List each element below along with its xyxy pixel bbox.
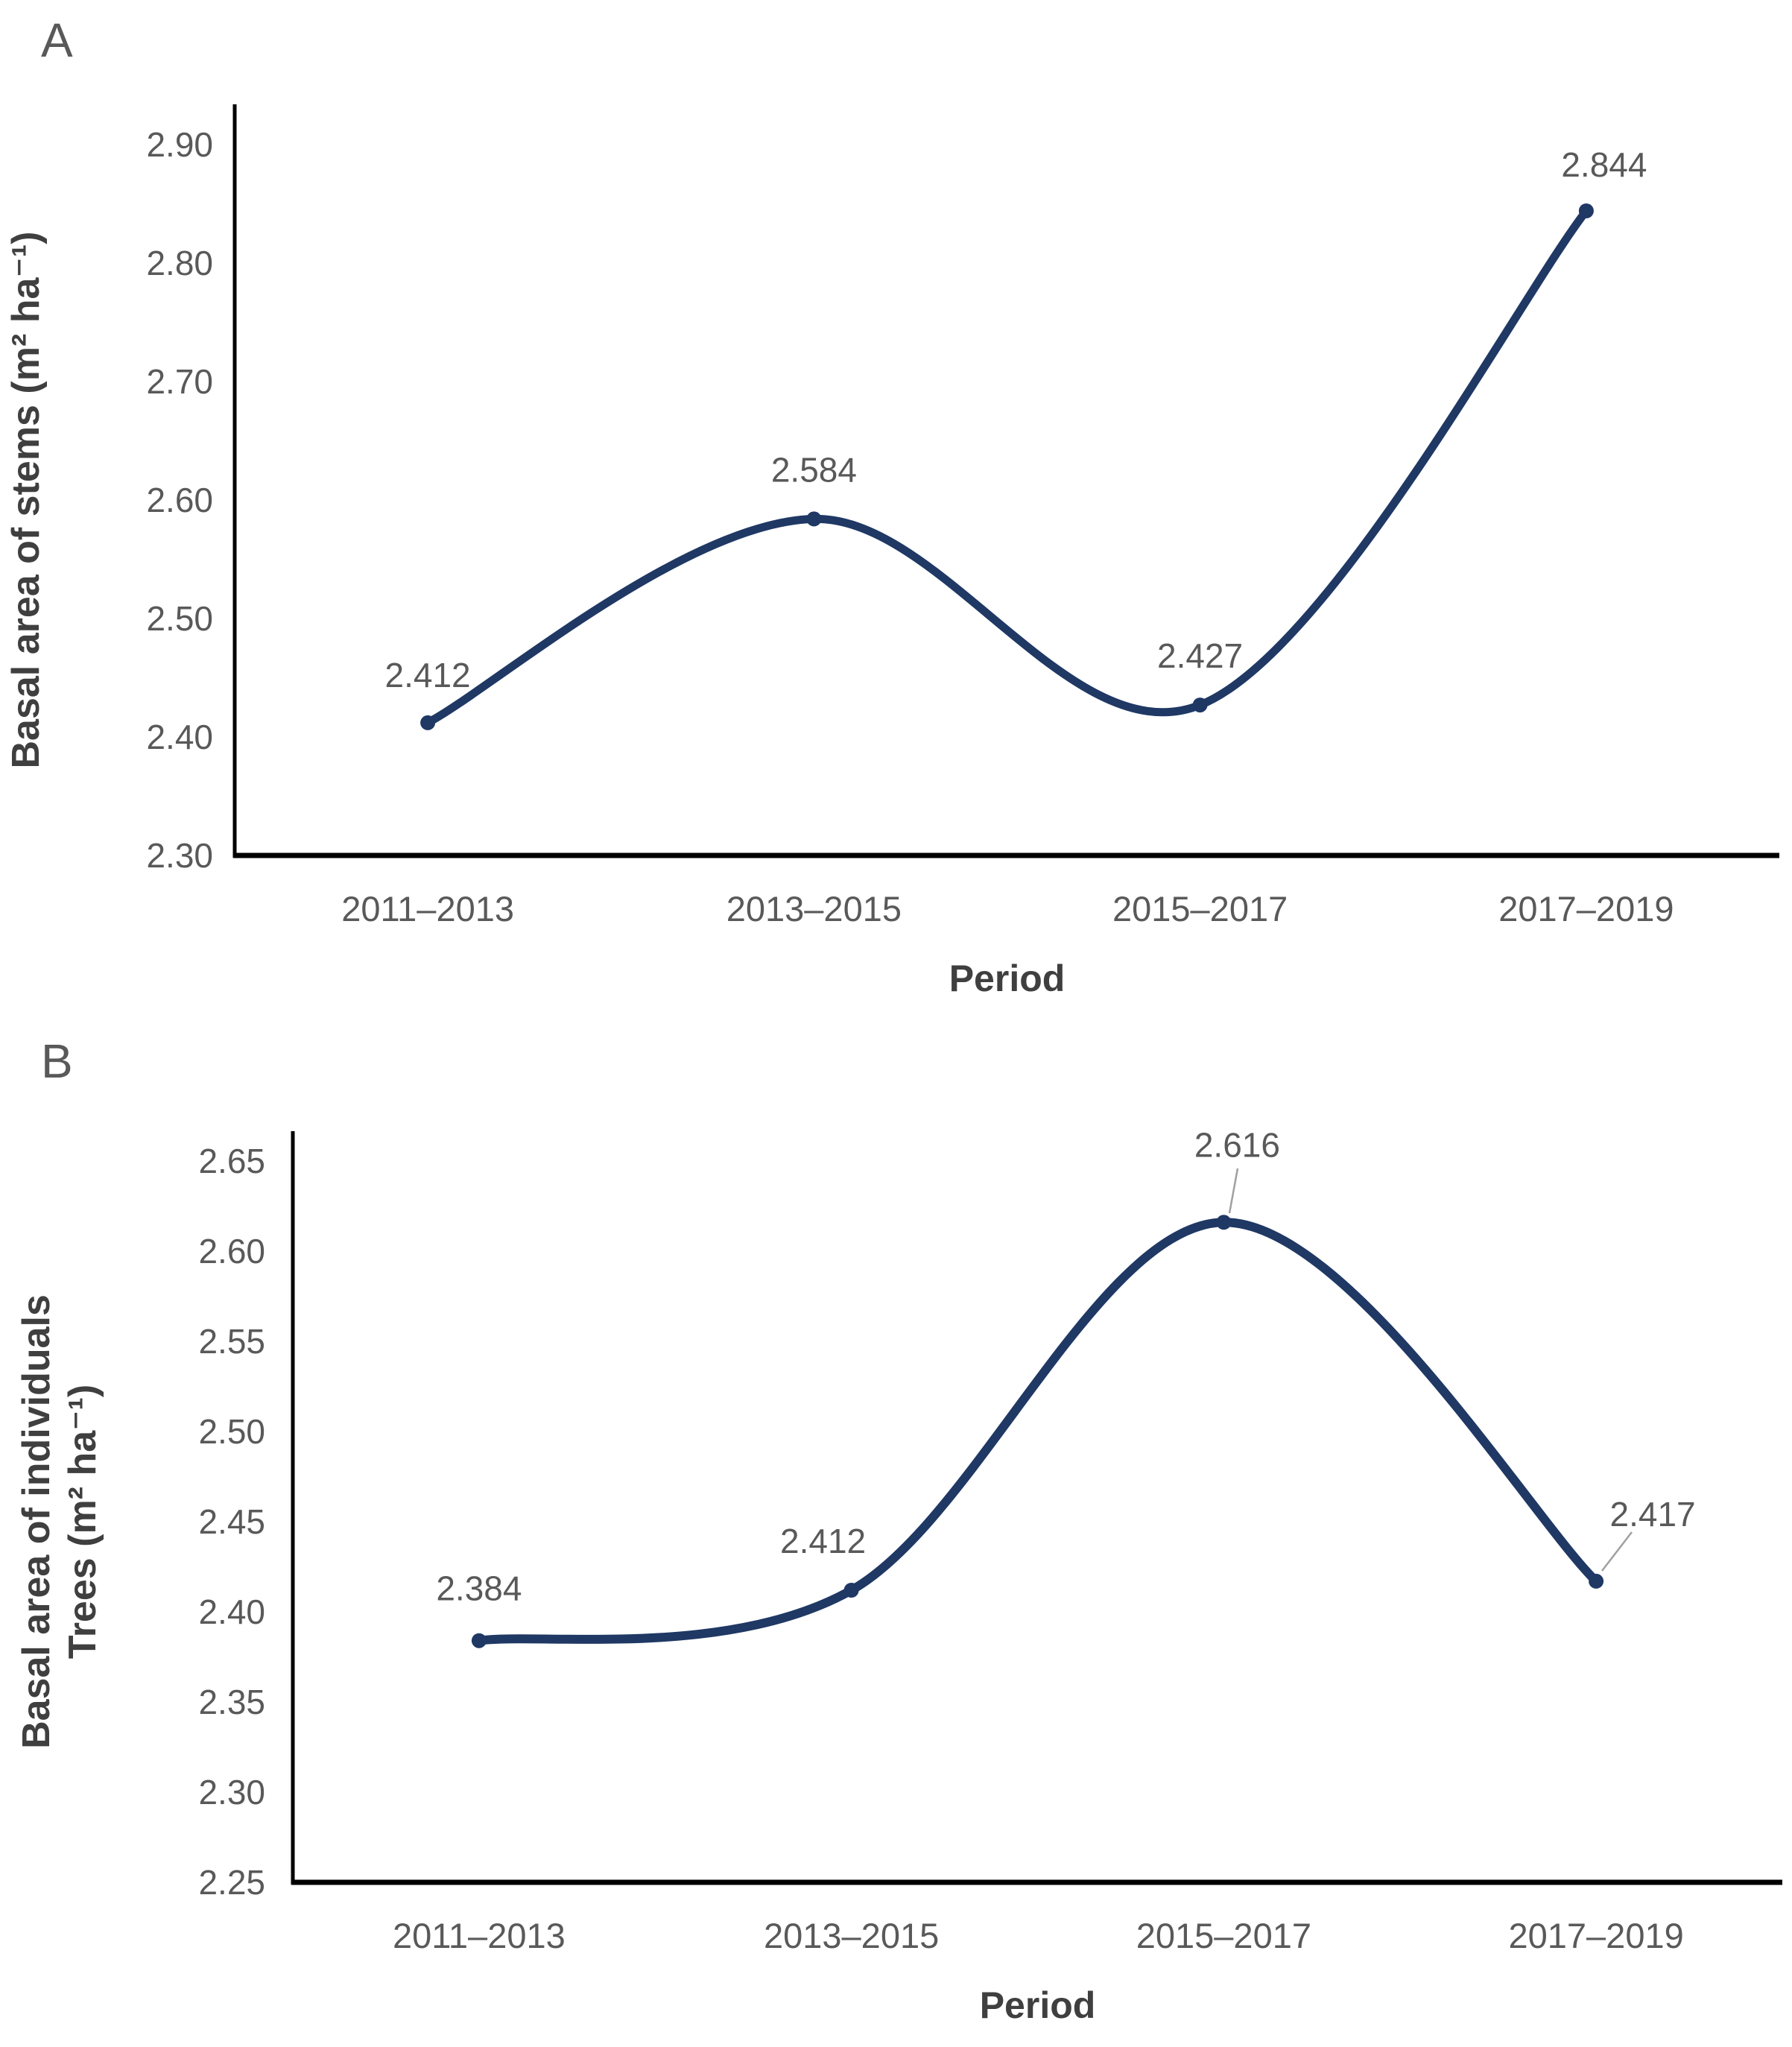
y-tick-label: 2.35	[198, 1683, 265, 1721]
y-tick-label: 2.60	[198, 1232, 265, 1271]
panel-letter-a: A	[41, 13, 73, 67]
data-point-marker	[1216, 1215, 1232, 1230]
data-point-label: 2.412	[385, 656, 471, 695]
panel-letter-b: B	[41, 1034, 73, 1088]
chart-b: 2.25 2.30 2.35 2.40 2.45 2.50 2.55 2.60 2.65 2011…	[15, 1125, 1782, 2026]
y-tick-label: 2.40	[198, 1592, 265, 1631]
x-tick-label: 2017–2019	[1498, 889, 1674, 928]
data-point-label: 2.844	[1561, 145, 1647, 184]
y-axis-title-line: Basal area of individuals	[15, 1294, 58, 1749]
data-point-label: 2.427	[1157, 636, 1243, 675]
data-point-marker	[843, 1583, 859, 1598]
data-point-marker	[1589, 1573, 1604, 1589]
x-tick-label: 2011–2013	[393, 1916, 566, 1955]
y-tick-label: 2.30	[146, 836, 213, 875]
y-tick-label: 2.70	[146, 362, 213, 401]
x-tick-label: 2015–2017	[1136, 1916, 1311, 1955]
y-tick-label: 2.80	[146, 244, 213, 282]
data-point-marker	[1192, 697, 1208, 713]
y-tick-label: 2.30	[198, 1773, 265, 1812]
data-point-marker	[806, 511, 822, 527]
y-tick-label: 2.40	[146, 718, 213, 756]
series-line	[474, 1218, 1601, 1645]
y-tick-label: 2.90	[146, 125, 213, 164]
data-point-label: 2.616	[1194, 1125, 1280, 1164]
data-point-label: 2.417	[1610, 1495, 1696, 1534]
x-tick-label: 2015–2017	[1112, 889, 1288, 928]
y-tick-label: 2.65	[198, 1142, 265, 1180]
data-label-leader-line	[1601, 1531, 1633, 1572]
y-tick-label: 2.25	[198, 1863, 265, 1902]
data-point-label: 2.384	[436, 1569, 522, 1608]
series-line	[423, 206, 1591, 727]
data-label-leader-line	[1228, 1168, 1239, 1214]
data-point-marker	[420, 715, 436, 730]
x-axis-title: Period	[949, 958, 1066, 999]
y-axis-title-line: Trees (m² ha⁻¹)	[61, 1385, 104, 1659]
y-tick-label: 2.50	[146, 599, 213, 638]
y-tick-label: 2.60	[146, 481, 213, 519]
y-axis-title-line: Basal area of stems (m² ha⁻¹)	[4, 231, 48, 768]
data-point-marker	[471, 1633, 487, 1648]
y-tick-label: 2.50	[198, 1412, 265, 1451]
x-tick-label: 2013–2015	[764, 1916, 939, 1955]
data-point-label: 2.584	[771, 450, 857, 489]
x-tick-label: 2013–2015	[726, 889, 902, 928]
y-tick-label: 2.55	[198, 1322, 265, 1361]
x-tick-label: 2017–2019	[1508, 1916, 1683, 1955]
data-point-marker	[1578, 203, 1594, 218]
data-point-label: 2.412	[780, 1522, 866, 1560]
x-tick-label: 2011–2013	[341, 889, 514, 928]
y-tick-label: 2.45	[198, 1502, 265, 1541]
x-axis-title: Period	[980, 1984, 1096, 2026]
chart-a: 2.30 2.40 2.50 2.60 2.70 2.80 2.90 2011–2013 201…	[4, 104, 1779, 999]
